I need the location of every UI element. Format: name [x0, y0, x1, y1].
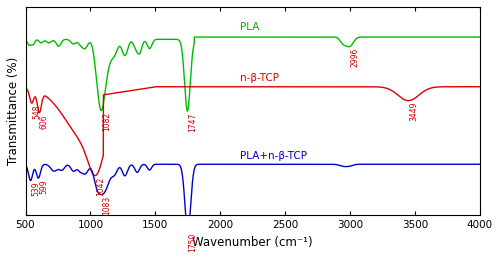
Text: 3449: 3449	[409, 102, 418, 121]
X-axis label: Wavenumber (cm⁻¹): Wavenumber (cm⁻¹)	[192, 236, 313, 248]
Text: PLA+n-β-TCP: PLA+n-β-TCP	[240, 151, 307, 161]
Text: PLA: PLA	[240, 22, 259, 33]
Text: 1083: 1083	[102, 196, 111, 215]
Text: 539: 539	[31, 182, 40, 196]
Text: 1747: 1747	[188, 112, 197, 132]
Text: 1042: 1042	[96, 176, 106, 196]
Text: n-β-TCP: n-β-TCP	[240, 73, 279, 83]
Text: 1750: 1750	[188, 232, 198, 252]
Y-axis label: Transmittance (%): Transmittance (%)	[7, 57, 20, 165]
Text: 2996: 2996	[350, 48, 360, 67]
Text: 548: 548	[32, 104, 42, 119]
Text: 606: 606	[40, 114, 49, 129]
Text: 599: 599	[39, 179, 48, 194]
Text: 1082: 1082	[102, 112, 110, 131]
